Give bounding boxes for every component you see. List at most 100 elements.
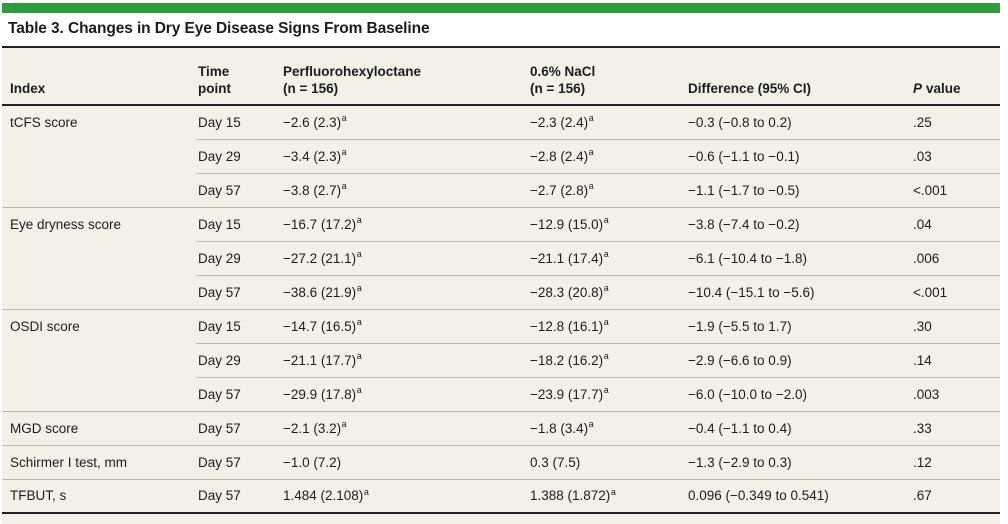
cell-index: OSDI score (2, 308, 196, 343)
footnote-marker: a (603, 351, 609, 361)
cell-index: TFBUT, s (2, 478, 196, 514)
cell-p-value: .003 (911, 376, 1000, 411)
cell-time-point: Day 29 (196, 342, 281, 377)
cell-p-value: .14 (911, 342, 1000, 377)
table-title: Table 3. Changes in Dry Eye Disease Sign… (8, 20, 430, 37)
table-row: Day 29 −21.1 (17.7)a −18.2 (16.2)a −2.9 … (2, 342, 1000, 377)
cell-time-point: Day 15 (196, 308, 281, 343)
footnote-marker: a (341, 419, 347, 429)
cell-nacl-value: 1.388 (1.872)a (528, 478, 686, 514)
cell-time-point: Day 15 (196, 206, 281, 241)
table-row: tCFS score Day 15 −2.6 (2.3)a −2.3 (2.4)… (2, 105, 1000, 139)
cell-difference: −6.0 (−10.0 to −2.0) (686, 376, 911, 411)
cell-drug-value: −1.0 (7.2) (281, 444, 528, 479)
table-row: TFBUT, s Day 57 1.484 (2.108)a 1.388 (1.… (2, 478, 1000, 514)
footnote-marker: a (603, 249, 609, 259)
table-row: Day 57 −29.9 (17.8)a −23.9 (17.7)a −6.0 … (2, 376, 1000, 411)
cell-time-point: Day 57 (196, 478, 281, 514)
cell-index (2, 377, 196, 411)
cell-drug-value: −29.9 (17.8)a (281, 376, 528, 411)
header-label: (n = 156) (530, 81, 586, 96)
cell-p-value: .006 (911, 240, 1000, 275)
cell-index (2, 343, 196, 377)
footnote-marker: a (603, 317, 609, 327)
cell-difference: −2.9 (−6.6 to 0.9) (686, 342, 911, 377)
header-row: Index Time point Perfluorohexyloctane (n =… (2, 46, 1000, 106)
footnote-marker: a (356, 317, 362, 327)
cell-nacl-value: −1.8 (3.4)a (528, 410, 686, 445)
cell-p-value: .30 (911, 308, 1000, 343)
header-nacl: 0.6% NaCl (n = 156) (528, 46, 686, 106)
cell-p-value: .12 (911, 444, 1000, 479)
cell-nacl-value: −21.1 (17.4)a (528, 240, 686, 275)
cell-difference: −0.6 (−1.1 to −0.1) (686, 138, 911, 173)
footnote-marker: a (356, 215, 362, 225)
cell-drug-value: −21.1 (17.7)a (281, 342, 528, 377)
header-difference: Difference (95% CI) (686, 46, 911, 106)
footnote-marker: a (356, 249, 362, 259)
footnote-marker: a (363, 486, 369, 497)
header-label-italic-p: P (913, 81, 923, 96)
footnote-marker: a (341, 113, 347, 124)
cell-difference: −1.1 (−1.7 to −0.5) (686, 172, 911, 207)
cell-index (2, 275, 196, 309)
cell-drug-value: −2.1 (3.2)a (281, 410, 528, 445)
table-row: OSDI score Day 15 −14.7 (16.5)a −12.8 (1… (2, 308, 1000, 343)
table-row: MGD score Day 57 −2.1 (3.2)a −1.8 (3.4)a… (2, 410, 1000, 445)
cell-nacl-value: −28.3 (20.8)a (528, 274, 686, 309)
table-row: Day 57 −38.6 (21.9)a −28.3 (20.8)a −10.4… (2, 274, 1000, 309)
cell-p-value: .67 (911, 478, 1000, 514)
cell-time-point: Day 29 (196, 138, 281, 173)
footnote-marker: a (603, 283, 609, 293)
footnote-marker: a (341, 181, 347, 191)
footnote-marker: a (610, 486, 616, 497)
cell-nacl-value: −18.2 (16.2)a (528, 342, 686, 377)
header-label: Index (10, 81, 46, 96)
cell-time-point: Day 57 (196, 274, 281, 309)
cell-nacl-value: −12.9 (15.0)a (528, 206, 686, 241)
footnote-marker: a (588, 181, 594, 191)
footnote-marker: a (356, 283, 362, 293)
cell-index (2, 241, 196, 275)
cell-drug-value: −16.7 (17.2)a (281, 206, 528, 241)
header-label: 0.6% NaCl (530, 64, 596, 79)
cell-difference: −0.3 (−0.8 to 0.2) (688, 114, 792, 130)
header-label: Difference (95% CI) (688, 81, 812, 96)
cell-difference: 0.096 (−0.349 to 0.541) (686, 478, 911, 514)
header-time-point: Time point (196, 46, 281, 106)
table-row: Eye dryness score Day 15 −16.7 (17.2)a −… (2, 206, 1000, 241)
footnote-marker: a (341, 147, 347, 157)
cell-index (2, 173, 196, 207)
footnote-area-strip (2, 514, 1000, 524)
cell-p-value: .03 (911, 138, 1000, 173)
table3: Index Time point Perfluorohexyloctane (n =… (2, 46, 1000, 514)
table-row: Schirmer I test, mm Day 57 −1.0 (7.2) 0.… (2, 444, 1000, 479)
cell-difference: −3.8 (−7.4 to −0.2) (686, 206, 911, 241)
cell-drug-value: −27.2 (21.1)a (281, 240, 528, 275)
header-label: (n = 156) (283, 81, 339, 96)
cell-nacl-value: −23.9 (17.7)a (528, 376, 686, 411)
header-label: Time (198, 64, 230, 79)
cell-drug-value: −3.4 (2.3)a (281, 138, 528, 173)
cell-index: Eye dryness score (2, 206, 196, 241)
cell-drug-value: −3.8 (2.7)a (281, 172, 528, 207)
cell-index: Schirmer I test, mm (2, 444, 196, 479)
cell-drug-value: −38.6 (21.9)a (281, 274, 528, 309)
header-label: point (198, 81, 231, 96)
table-row: Day 57 −3.8 (2.7)a −2.7 (2.8)a −1.1 (−1.… (2, 172, 1000, 207)
cell-time-point: Day 57 (196, 410, 281, 445)
cell-difference: −10.4 (−15.1 to −5.6) (686, 274, 911, 309)
cell-nacl-value: −2.8 (2.4)a (528, 138, 686, 173)
header-label: value (926, 81, 961, 96)
accent-bar (2, 3, 1000, 13)
cell-time-point: Day 57 (196, 444, 281, 479)
footnote-marker: a (603, 385, 609, 395)
footnote-marker: a (588, 419, 594, 429)
cell-nacl-value: −2.7 (2.8)a (528, 172, 686, 207)
cell-time-point: Day 15 (198, 114, 241, 130)
cell-difference: −6.1 (−10.4 to −1.8) (686, 240, 911, 275)
footnote-marker: a (603, 215, 609, 225)
header-index: Index (2, 46, 196, 106)
cell-nacl-value: −12.8 (16.1)a (528, 308, 686, 343)
